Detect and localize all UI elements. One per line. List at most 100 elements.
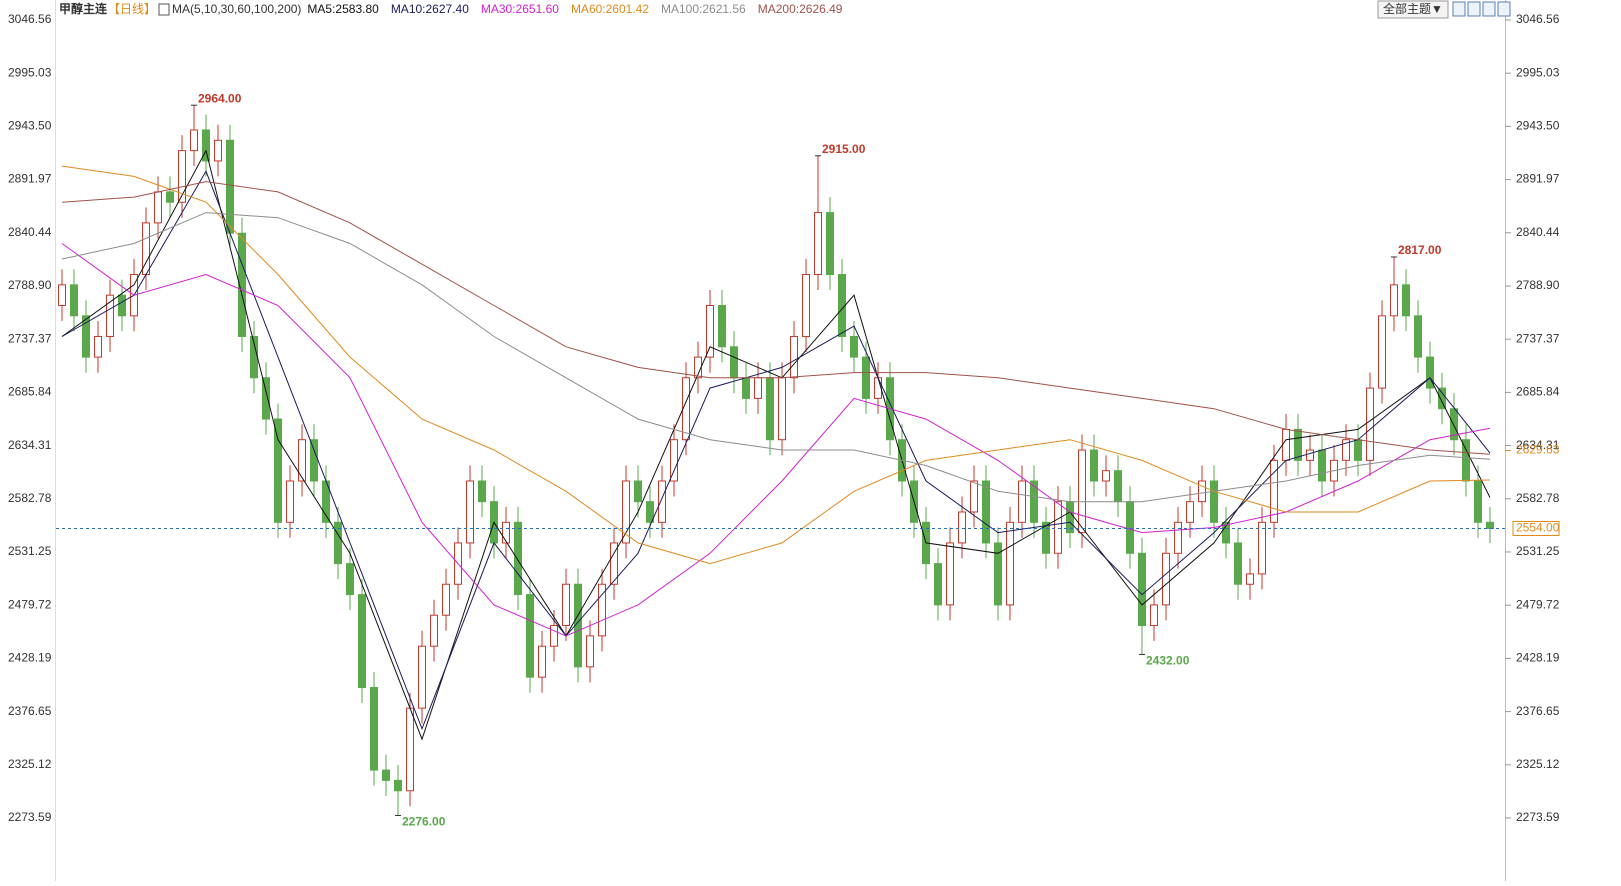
candle-body — [598, 583, 606, 637]
candle-body — [1162, 552, 1170, 606]
candle-body — [1054, 501, 1062, 554]
candle-body — [550, 625, 558, 647]
candle-body — [238, 232, 246, 337]
candle-body — [1426, 356, 1434, 389]
candle-body — [634, 480, 642, 503]
candle-body — [850, 335, 858, 358]
candle-body — [286, 480, 294, 523]
candle-body — [934, 563, 942, 606]
candle-body — [622, 480, 630, 544]
candle-body — [82, 315, 90, 358]
extreme-label: 2817.00 — [1398, 243, 1442, 257]
y-tick-label-right: 2891.97 — [1516, 172, 1560, 186]
y-tick-label-left: 2428.19 — [8, 651, 52, 665]
legend-entry: MA10:2627.40 — [391, 2, 469, 16]
y-tick-label-left: 2943.50 — [8, 119, 52, 133]
icon-next[interactable] — [1497, 1, 1511, 17]
candle-body — [1318, 449, 1326, 482]
candle-body — [646, 501, 654, 523]
candle-body — [538, 645, 546, 678]
y-tick-label-right: 2325.12 — [1516, 757, 1560, 771]
candle-body — [706, 304, 714, 358]
toolbar-icons — [1452, 1, 1511, 17]
y-tick-label-left: 2685.84 — [8, 385, 52, 399]
candle-body — [730, 346, 738, 379]
candle-body — [214, 139, 222, 162]
y-tick-label-right: 2943.50 — [1516, 119, 1560, 133]
candle-body — [778, 377, 786, 441]
y-tick-label-right: 2634.31 — [1516, 438, 1560, 452]
legend-entry: MA5:2583.80 — [307, 2, 379, 16]
candle-body — [1462, 439, 1470, 482]
candle-body — [1042, 521, 1050, 554]
candle-body — [1294, 428, 1302, 461]
candle-body — [946, 542, 954, 606]
y-tick-label-left: 2788.90 — [8, 278, 52, 292]
candle-body — [1390, 284, 1398, 317]
icon-zoom-out[interactable] — [1467, 1, 1481, 17]
candle-body — [406, 707, 414, 792]
candle-body — [202, 129, 210, 162]
candle-body — [1078, 449, 1086, 534]
y-tick-label-left: 2325.12 — [8, 757, 52, 771]
y-tick-label-right: 2273.59 — [1516, 810, 1560, 824]
legend-entry: MA30:2651.60 — [481, 2, 559, 16]
legend-entry: MA60:2601.42 — [571, 2, 649, 16]
candle-body — [874, 377, 882, 399]
candle-body — [382, 769, 390, 781]
extreme-label: 2276.00 — [402, 815, 446, 829]
candle-body — [394, 779, 402, 792]
candle-body — [334, 521, 342, 565]
legend-entry: MA200:2626.49 — [758, 2, 843, 16]
candle-body — [826, 212, 834, 276]
candle-body — [298, 439, 306, 482]
candle-body — [958, 511, 966, 544]
y-tick-label-left: 2995.03 — [8, 65, 52, 79]
candle-body — [274, 418, 282, 523]
price-label: 2629.63 — [1516, 443, 1560, 457]
candle-body — [1102, 470, 1110, 482]
y-tick-label-left: 2582.78 — [8, 491, 52, 505]
y-tick-label-right: 2737.37 — [1516, 331, 1560, 345]
candle-body — [1354, 439, 1362, 461]
candle-body — [1378, 315, 1386, 389]
indicator-icon[interactable] — [158, 3, 170, 16]
candle-body — [862, 356, 870, 399]
candle-body — [1018, 480, 1026, 523]
candle-body — [1366, 387, 1374, 461]
y-tick-label-right: 2685.84 — [1516, 385, 1560, 399]
candle-body — [442, 583, 450, 616]
y-tick-label-right: 2531.25 — [1516, 544, 1560, 558]
theme-button[interactable] — [1377, 0, 1449, 19]
icon-zoom-in[interactable] — [1452, 1, 1466, 17]
candle-body — [1186, 501, 1194, 523]
ma-line — [61, 243, 1491, 637]
candle-body — [58, 284, 66, 306]
candle-body — [658, 480, 666, 523]
candle-body — [1006, 521, 1014, 606]
candle-body — [1126, 501, 1134, 554]
candle-body — [226, 139, 234, 234]
candle-body — [178, 150, 186, 203]
candle-body — [1306, 449, 1314, 461]
candle-body — [982, 480, 990, 544]
candle-body — [1114, 470, 1122, 503]
candle-body — [106, 294, 114, 337]
candle-body — [766, 377, 774, 441]
candle-body — [1138, 552, 1146, 627]
candle-body — [370, 686, 378, 771]
candle-body — [1438, 387, 1446, 410]
y-tick-label-left: 2634.31 — [8, 438, 52, 452]
y-tick-label-right: 2582.78 — [1516, 491, 1560, 505]
candle-body — [466, 480, 474, 544]
chart-title: 甲醇主连 — [59, 1, 108, 16]
y-tick-label-right: 2428.19 — [1516, 651, 1560, 665]
ma-line — [61, 181, 1491, 455]
y-tick-label-left: 2891.97 — [8, 172, 52, 186]
candle-body — [118, 294, 126, 317]
candle-body — [1090, 449, 1098, 482]
candle-body — [1030, 480, 1038, 523]
icon-prev[interactable] — [1482, 1, 1496, 17]
